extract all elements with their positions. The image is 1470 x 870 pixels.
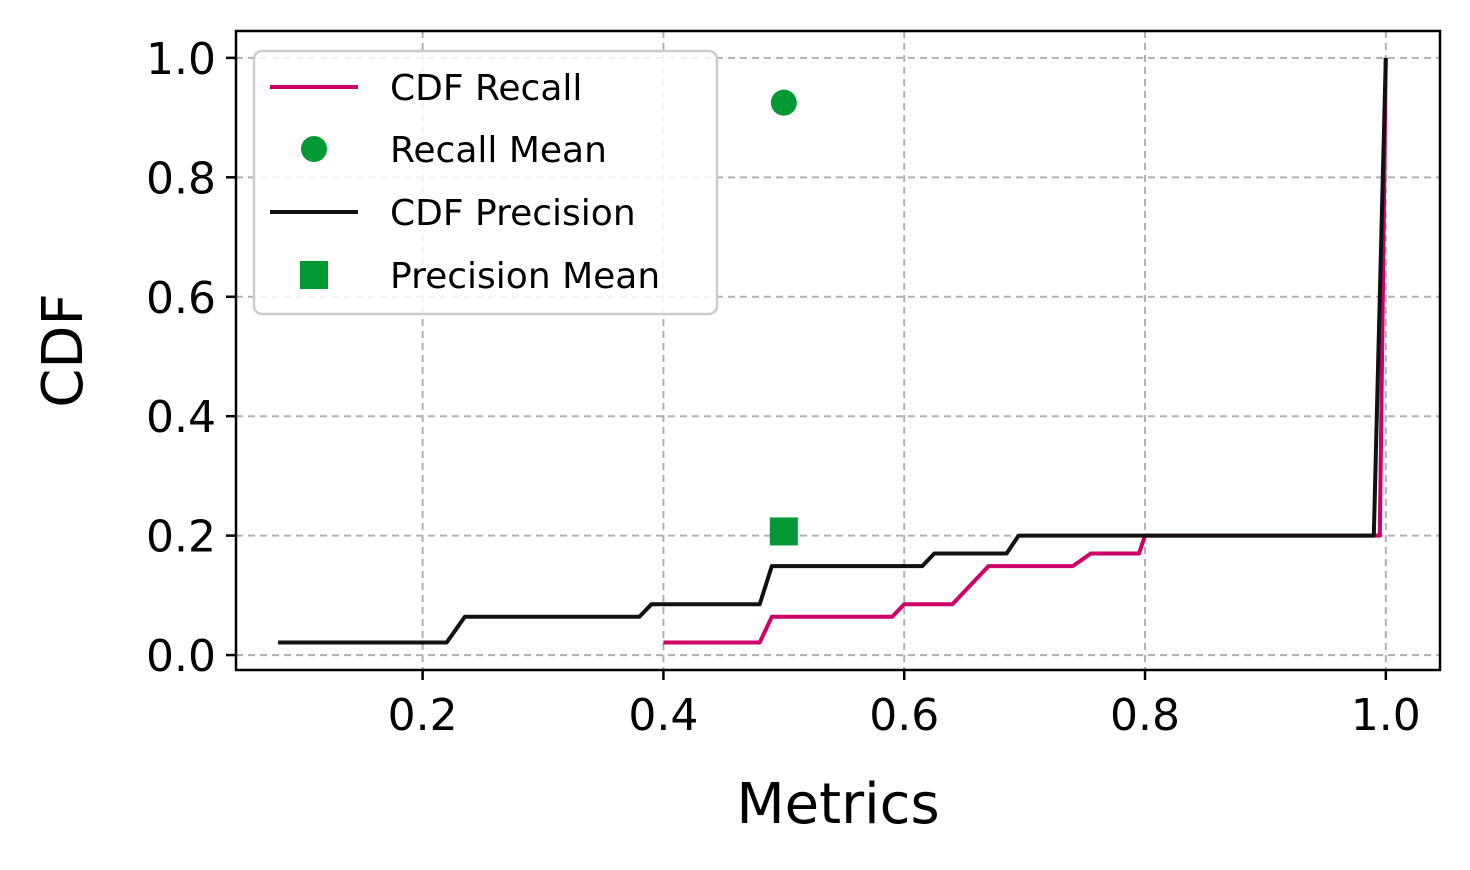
y-axis-title: CDF xyxy=(31,293,96,407)
legend-cdf-precision-label: CDF Precision xyxy=(390,193,636,234)
y-tick-label: 0.2 xyxy=(146,512,216,563)
y-tick-label: 0.6 xyxy=(146,273,216,324)
legend-cdf-recall-label: CDF Recall xyxy=(390,68,582,109)
plot-frame xyxy=(234,29,1442,672)
legend-precision-mean-label: Precision Mean xyxy=(390,256,660,297)
legend: CDF Recall Recall Mean CDF Precision Precis… xyxy=(252,49,719,316)
x-tick-label: 0.6 xyxy=(869,690,939,741)
y-tick-label: 0.8 xyxy=(146,153,216,204)
x-tick-label: 1.0 xyxy=(1351,690,1421,741)
precision-mean-marker xyxy=(769,517,798,546)
x-tick-label: 0.8 xyxy=(1110,690,1180,741)
legend-box xyxy=(252,49,719,316)
recall-mean-marker xyxy=(770,89,797,116)
legend-recall-mean-swatch xyxy=(301,136,327,162)
legend-recall-mean-label: Recall Mean xyxy=(390,130,607,171)
y-tick-label: 0.4 xyxy=(146,392,216,443)
grid xyxy=(236,31,1440,670)
y-tick-label: 0.0 xyxy=(146,631,216,682)
x-tick-label: 0.2 xyxy=(388,690,458,741)
y-tick-label: 1.0 xyxy=(146,34,216,85)
x-tick-label: 0.4 xyxy=(628,690,698,741)
cdf-precision-line xyxy=(278,57,1388,645)
plot-series xyxy=(278,57,1388,645)
axis-ticks: 0.2 0.4 0.6 0.8 1.0 0.0 0.2 0.4 0.6 0.8 1.0 xyxy=(146,34,1421,741)
x-axis-title: Metrics xyxy=(736,772,939,837)
legend-precision-mean-swatch xyxy=(300,261,328,289)
